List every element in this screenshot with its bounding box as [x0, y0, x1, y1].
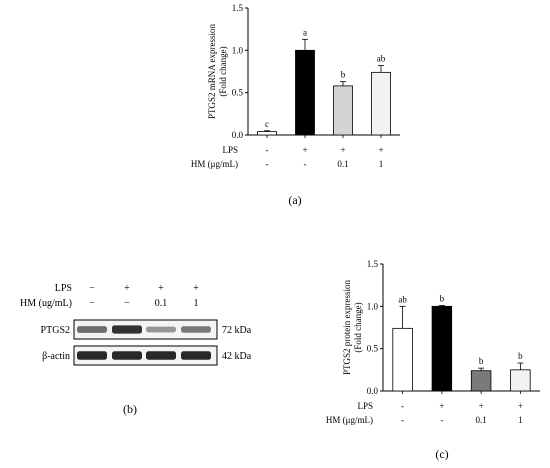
treatment-value: 1	[379, 159, 384, 169]
bar	[333, 85, 353, 136]
significance-label: b	[341, 70, 346, 80]
treatment-value: +	[340, 145, 345, 155]
blot-lane-value: −	[89, 298, 95, 309]
y-tick-label: 1.5	[232, 3, 244, 13]
blot-lane-value: +	[124, 283, 130, 294]
treatment-value: +	[302, 145, 307, 155]
treatment-value: -	[440, 415, 443, 425]
treatment-value: +	[439, 401, 444, 411]
treatment-value: -	[304, 159, 307, 169]
treatment-row-label: HM (μg/mL)	[191, 159, 238, 169]
blot-band	[146, 351, 176, 360]
treatment-value: +	[479, 401, 484, 411]
blot-band	[112, 325, 142, 334]
blot-row-label: HM (ug/mL)	[20, 298, 72, 309]
panel-a-label: (a)	[288, 193, 301, 207]
blot-band	[181, 326, 211, 333]
bar	[257, 131, 277, 136]
blot-size-label: 72 kDa	[222, 325, 252, 336]
y-axis-label: PTGS2 protein expression(Fold change)	[342, 280, 363, 375]
blot-lane-value: 0.1	[155, 298, 168, 309]
panel-b-label: (b)	[123, 402, 137, 416]
blot-lane-value: +	[193, 283, 199, 294]
y-axis-label: PTGS2 mRNA expression(Fold change)	[207, 24, 228, 120]
panel-b-blot: LPS − + + + HM (ug/mL) − − 0.1 1 PTGS2 72 kDa β-acti…	[20, 283, 252, 366]
significance-label: ab	[377, 54, 386, 64]
bar	[371, 71, 391, 136]
blot-size-label: 42 kDa	[222, 351, 252, 362]
y-tick-label: 0.5	[232, 88, 244, 98]
treatment-value: 1	[518, 415, 523, 425]
blot-row-label: LPS	[55, 283, 72, 294]
significance-label: ab	[398, 294, 407, 304]
panel-c-label: (c)	[435, 447, 448, 461]
treatment-row-label: LPS	[222, 145, 238, 155]
panel-c-chart: 0.0 0.5 1.0 1.5 PTGS2 protein expression(Fol…	[326, 259, 540, 425]
bar	[510, 369, 531, 392]
treatment-value: +	[378, 145, 383, 155]
treatment-value: 0.1	[476, 415, 487, 425]
panel-a-chart: 0.0 0.5 1.0 1.5 PTGS2 mRNA expression(Fold c…	[191, 3, 400, 169]
bar	[392, 327, 413, 392]
y-tick-label: 0.0	[232, 130, 244, 140]
significance-label: c	[265, 119, 269, 129]
blot-lane-value: 1	[194, 298, 199, 309]
treatment-row-label: HM (μg/mL)	[326, 415, 373, 425]
bar	[295, 49, 315, 136]
bar	[470, 370, 492, 392]
blot-membrane	[73, 345, 218, 366]
y-tick-label: 1.0	[232, 45, 244, 55]
blot-band	[77, 326, 107, 333]
treatment-value: +	[518, 401, 523, 411]
treatment-value: -	[401, 401, 404, 411]
bar	[431, 305, 453, 392]
significance-label: b	[479, 356, 484, 366]
significance-label: b	[440, 293, 445, 303]
treatment-value: 0.1	[337, 159, 348, 169]
blot-lane-value: −	[89, 283, 95, 294]
blot-band	[77, 351, 107, 360]
treatment-value: -	[266, 159, 269, 169]
blot-membrane	[73, 319, 218, 340]
blot-band	[112, 351, 142, 360]
significance-label: a	[303, 27, 307, 37]
y-tick-label: 0.0	[367, 386, 379, 396]
y-tick-label: 1.5	[367, 259, 379, 269]
blot-lane-value: +	[158, 283, 164, 294]
blot-protein-label: PTGS2	[41, 325, 70, 336]
treatment-value: -	[401, 415, 404, 425]
y-tick-label: 1.0	[367, 301, 379, 311]
y-tick-label: 0.5	[367, 344, 379, 354]
blot-band	[181, 351, 211, 360]
blot-protein-label: β-actin	[42, 351, 70, 362]
significance-label: b	[518, 351, 523, 361]
blot-lane-value: −	[124, 298, 130, 309]
treatment-value: -	[266, 145, 269, 155]
blot-band	[146, 326, 176, 333]
treatment-row-label: LPS	[357, 401, 373, 411]
